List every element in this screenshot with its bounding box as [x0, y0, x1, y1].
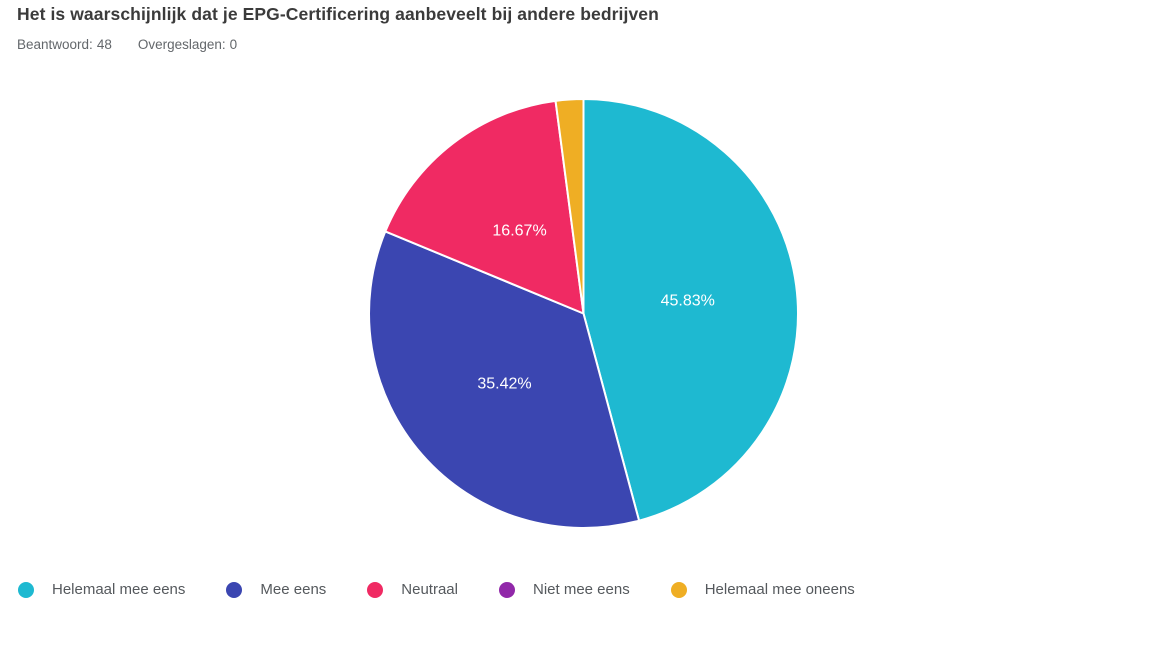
response-stats: Beantwoord: 48 Overgeslagen: 0	[17, 37, 237, 52]
legend-item-helemaal-mee-oneens: Helemaal mee oneens	[670, 581, 855, 598]
answered-count: 48	[96, 37, 112, 52]
answered-stat: Beantwoord: 48	[17, 37, 112, 52]
skipped-label: Overgeslagen:	[137, 37, 226, 52]
pie-chart: 45.83% 35.42% 16.67%	[368, 98, 799, 529]
legend-label: Mee eens	[260, 581, 327, 598]
legend-dot-icon	[670, 581, 687, 598]
pie-slice-neutraal	[384, 99, 585, 315]
legend-dot-icon	[498, 581, 515, 598]
pie-slice-percentage-label: 16.67%	[492, 222, 546, 240]
pie-slice-helemaal-mee-oneens	[554, 98, 585, 315]
legend-dot-icon	[226, 581, 243, 598]
skipped-stat: Overgeslagen: 0	[138, 37, 237, 52]
question-title: Het is waarschijnlijk dat je EPG-Certifi…	[17, 4, 659, 24]
legend-item-niet-mee-eens: Niet mee eens	[498, 581, 630, 598]
pie-slice-helemaal-mee-eens	[582, 98, 799, 522]
legend-dot-icon	[367, 581, 384, 598]
legend-label: Helemaal mee eens	[52, 581, 186, 598]
skipped-count: 0	[229, 37, 238, 52]
legend-label: Neutraal	[401, 581, 458, 598]
pie-slice-mee-eens	[368, 230, 641, 529]
legend-item-helemaal-mee-eens: Helemaal mee eens	[18, 581, 185, 598]
legend-item-neutraal: Neutraal	[367, 581, 458, 598]
legend-dot-icon	[18, 581, 34, 598]
legend-label: Helemaal mee oneens	[704, 581, 855, 598]
answered-label: Beantwoord:	[17, 37, 93, 52]
pie-slice-percentage-label: 35.42%	[477, 374, 531, 392]
chart-legend: Helemaal mee eens Mee eens Neutraal Niet me…	[18, 581, 855, 598]
legend-label: Niet mee eens	[532, 581, 630, 598]
pie-slice-percentage-label: 45.83%	[661, 291, 715, 309]
legend-item-mee-eens: Mee eens	[226, 581, 326, 598]
